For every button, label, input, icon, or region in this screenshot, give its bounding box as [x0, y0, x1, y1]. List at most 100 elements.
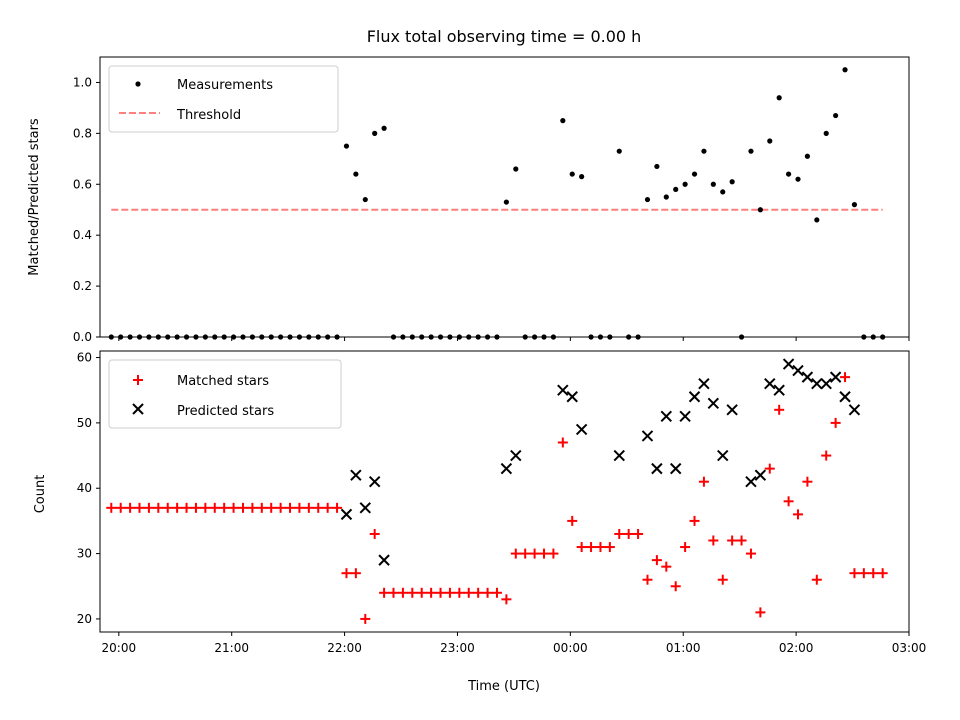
matched-star-point: [783, 496, 794, 507]
matched-star-point: [162, 502, 173, 513]
bottom-x-axis-label: Time (UTC): [467, 679, 540, 694]
matched-star-point: [736, 535, 747, 546]
matched-star-point: [444, 587, 455, 598]
predicted-star-point: [707, 397, 720, 409]
measurement-point: [823, 130, 829, 136]
measurement-point: [663, 194, 669, 200]
predicted-star-point: [782, 358, 795, 370]
matched-star-point: [360, 613, 371, 624]
matched-star-point: [237, 502, 248, 513]
bottom-x-tick-label: 21:00: [214, 641, 249, 655]
bottom-y-tick-label: 30: [77, 547, 92, 561]
top-legend: Measurements Threshold: [108, 65, 339, 133]
matched-star-point: [200, 502, 211, 513]
measurement-point: [682, 181, 688, 187]
matched-star-point: [473, 587, 484, 598]
matched-star-point: [247, 502, 258, 513]
measurement-point: [616, 148, 622, 154]
measurement-point: [814, 217, 820, 223]
predicted-star-point: [500, 462, 513, 475]
predicted-star-point: [717, 449, 729, 462]
matched-star-point: [689, 515, 700, 526]
matched-star-point: [172, 502, 183, 513]
matched-star-point: [134, 502, 145, 513]
matched-star-point: [510, 548, 521, 559]
matched-star-point: [868, 568, 879, 579]
matched-star-point: [501, 594, 512, 605]
predicted-star-point: [773, 384, 785, 396]
matched-star-point: [586, 542, 597, 553]
top-y-tick-label: 0.6: [73, 177, 92, 191]
matched-star-point: [858, 568, 869, 579]
bottom-y-tick-label: 60: [77, 351, 92, 365]
matched-star-point: [557, 437, 568, 448]
matched-star-point: [332, 502, 343, 513]
predicted-star-point: [745, 475, 757, 488]
measurement-point: [710, 181, 716, 187]
bottom-legend: Matched stars Predicted stars: [108, 359, 342, 429]
measurement-point: [362, 196, 368, 203]
matched-star-point: [623, 528, 634, 539]
matched-star-point: [849, 568, 860, 579]
predicted-star-point: [651, 462, 663, 475]
matched-star-point: [802, 476, 813, 487]
predicted-star-point: [368, 475, 381, 488]
measurement-point: [644, 196, 651, 203]
measurement-point: [757, 207, 763, 213]
bottom-y-tick-label: 50: [77, 416, 92, 430]
predicted-star-point: [359, 502, 371, 514]
matched-star-point: [698, 476, 709, 487]
predicted-star-point: [792, 364, 804, 377]
legend-measurements-label: Measurements: [177, 78, 273, 93]
legend-predicted-label: Predicted stars: [177, 404, 274, 419]
matched-star-point: [125, 502, 136, 513]
matched-star-point: [727, 535, 738, 546]
bottom-panel: 20 30 40 50 60 20:00 21:00 22:00 23:00 00:00 01:0…: [33, 350, 926, 694]
top-y-tick-label: 1.0: [73, 75, 92, 89]
measurement-point: [720, 189, 726, 195]
matched-star-point: [774, 404, 785, 415]
matched-star-point: [840, 372, 851, 383]
matched-star-point: [285, 502, 296, 513]
matched-star-point: [539, 548, 550, 559]
matched-star-point: [181, 502, 192, 513]
matched-star-point: [651, 555, 662, 566]
matched-star-point: [143, 502, 154, 513]
matched-star-point: [604, 542, 615, 553]
legend-predicted-marker: [132, 403, 144, 415]
measurement-point: [776, 95, 782, 101]
measurement-point: [842, 67, 848, 73]
matched-star-point: [745, 548, 756, 559]
matched-star-point: [670, 581, 681, 592]
legend-matched-label: Matched stars: [177, 374, 269, 389]
predicted-star-point: [829, 371, 842, 383]
predicted-star-point: [848, 404, 861, 416]
matched-star-point: [350, 568, 361, 579]
matched-star-point: [369, 528, 380, 539]
matched-star-point: [642, 574, 653, 585]
matched-star-point: [717, 574, 728, 585]
matched-star-point: [830, 417, 841, 428]
matched-star-point: [106, 502, 117, 513]
matched-star-point: [209, 502, 220, 513]
measurement-point: [851, 202, 858, 208]
bottom-x-tick-label: 20:00: [102, 641, 137, 655]
legend-measurements-marker: [135, 81, 141, 87]
matched-star-point: [397, 587, 408, 598]
matched-star-point: [529, 548, 540, 559]
top-plot-frame: [99, 56, 910, 338]
measurement-point: [748, 148, 754, 154]
matched-star-point: [548, 548, 559, 559]
bottom-x-tick-label: 00:00: [553, 641, 588, 655]
matched-star-point: [482, 587, 493, 598]
measurement-point: [513, 166, 519, 172]
bottom-x-tick-label: 22:00: [327, 641, 362, 655]
matched-star-point: [633, 528, 644, 539]
measurement-point: [560, 118, 566, 124]
predicted-star-point: [811, 377, 823, 390]
measurement-point: [372, 130, 378, 136]
top-y-tick-label: 0.2: [73, 279, 92, 293]
predicted-star-point: [613, 449, 625, 462]
matched-star-point: [303, 502, 314, 513]
predicted-star-point: [350, 469, 362, 481]
